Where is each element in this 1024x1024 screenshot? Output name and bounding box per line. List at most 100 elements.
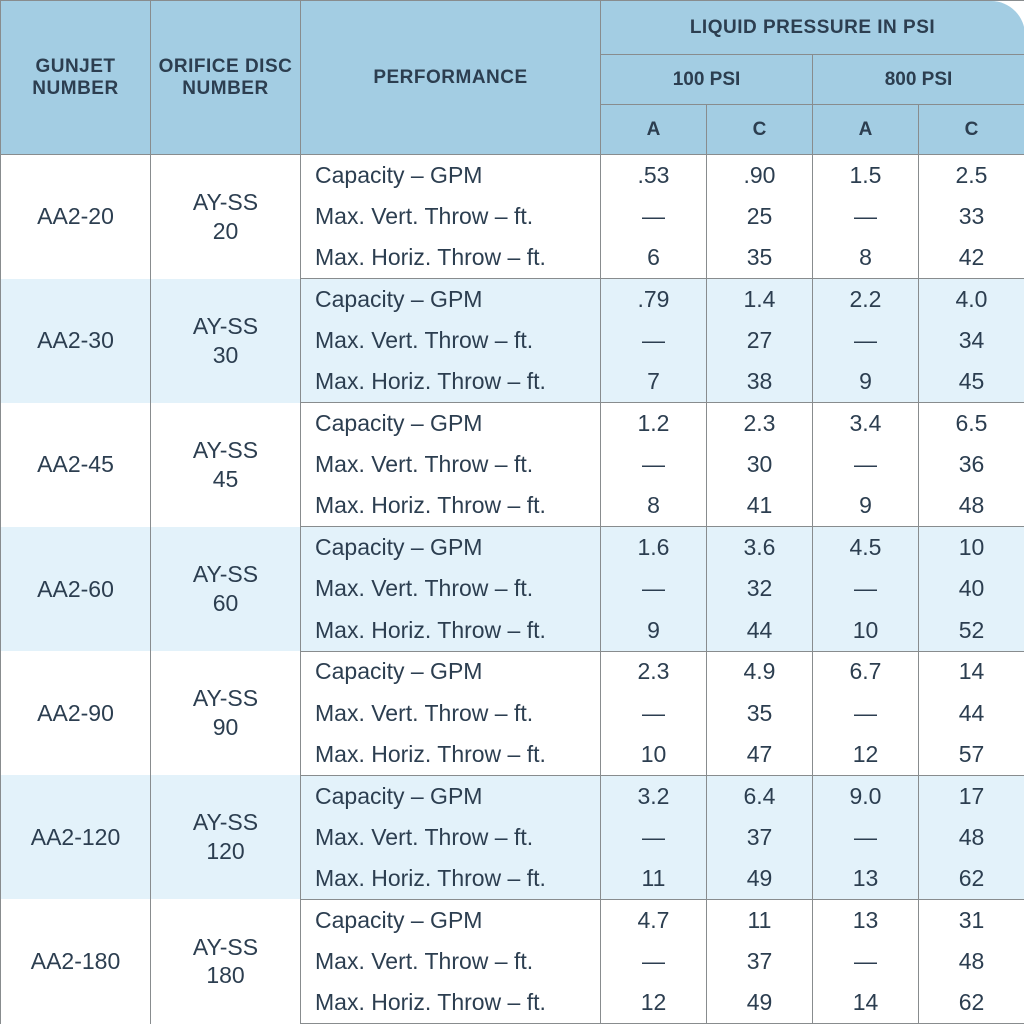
value-cell: 1.2 — [601, 403, 707, 444]
value-cell: 8 — [601, 486, 707, 527]
table-header: GUNJET NUMBER ORIFICE DISC NUMBER PERFOR… — [1, 1, 1024, 155]
value-cell: 11 — [707, 899, 813, 940]
value-cell: 37 — [707, 817, 813, 858]
orifice-cell: AY-SS20 — [151, 155, 301, 279]
value-cell: 49 — [707, 982, 813, 1024]
value-cell: — — [601, 444, 707, 485]
performance-cell: Max. Vert. Throw – ft. — [301, 320, 601, 361]
value-cell: 6.4 — [707, 775, 813, 816]
value-cell: — — [813, 568, 919, 609]
value-cell: 10 — [919, 527, 1024, 568]
table-row: AA2-180AY-SS180Capacity – GPM4.7111331 — [1, 899, 1024, 940]
value-cell: 3.4 — [813, 403, 919, 444]
performance-cell: Max. Horiz. Throw – ft. — [301, 734, 601, 775]
value-cell: 44 — [919, 692, 1024, 733]
value-cell: 17 — [919, 775, 1024, 816]
value-cell: 10 — [601, 734, 707, 775]
performance-cell: Capacity – GPM — [301, 403, 601, 444]
orifice-cell: AY-SS45 — [151, 403, 301, 527]
value-cell: 4.5 — [813, 527, 919, 568]
value-cell: 45 — [919, 361, 1024, 402]
value-cell: 3.2 — [601, 775, 707, 816]
orifice-cell: AY-SS120 — [151, 775, 301, 899]
table-row: AA2-90AY-SS90Capacity – GPM2.34.96.714 — [1, 651, 1024, 692]
value-cell: — — [813, 444, 919, 485]
value-cell: 12 — [601, 982, 707, 1024]
value-cell: 33 — [919, 196, 1024, 237]
value-cell: 2.2 — [813, 279, 919, 320]
value-cell: 57 — [919, 734, 1024, 775]
value-cell: 2.3 — [707, 403, 813, 444]
value-cell: 1.5 — [813, 155, 919, 196]
performance-cell: Max. Horiz. Throw – ft. — [301, 237, 601, 278]
performance-cell: Max. Vert. Throw – ft. — [301, 196, 601, 237]
value-cell: 3.6 — [707, 527, 813, 568]
gunjet-cell: AA2-90 — [1, 651, 151, 775]
value-cell: — — [813, 692, 919, 733]
performance-cell: Max. Vert. Throw – ft. — [301, 941, 601, 982]
performance-table: GUNJET NUMBER ORIFICE DISC NUMBER PERFOR… — [0, 0, 1024, 1024]
performance-cell: Max. Vert. Throw – ft. — [301, 444, 601, 485]
orifice-cell: AY-SS30 — [151, 279, 301, 403]
gunjet-cell: AA2-120 — [1, 775, 151, 899]
value-cell: 35 — [707, 237, 813, 278]
performance-cell: Max. Vert. Throw – ft. — [301, 568, 601, 609]
value-cell: 8 — [813, 237, 919, 278]
value-cell: 4.0 — [919, 279, 1024, 320]
value-cell: 10 — [813, 610, 919, 651]
value-cell: 6 — [601, 237, 707, 278]
gunjet-cell: AA2-30 — [1, 279, 151, 403]
table-row: AA2-30AY-SS30Capacity – GPM.791.42.24.0 — [1, 279, 1024, 320]
performance-cell: Max. Horiz. Throw – ft. — [301, 858, 601, 899]
value-cell: 27 — [707, 320, 813, 361]
performance-cell: Max. Vert. Throw – ft. — [301, 817, 601, 858]
performance-cell: Max. Horiz. Throw – ft. — [301, 361, 601, 402]
value-cell: 4.7 — [601, 899, 707, 940]
value-cell: 36 — [919, 444, 1024, 485]
performance-cell: Max. Horiz. Throw – ft. — [301, 982, 601, 1024]
value-cell: 47 — [707, 734, 813, 775]
value-cell: 14 — [919, 651, 1024, 692]
table-row: AA2-20AY-SS20Capacity – GPM.53.901.52.5 — [1, 155, 1024, 196]
header-100-c: C — [707, 105, 813, 155]
table-row: AA2-120AY-SS120Capacity – GPM3.26.49.017 — [1, 775, 1024, 816]
value-cell: 6.7 — [813, 651, 919, 692]
orifice-cell: AY-SS60 — [151, 527, 301, 651]
value-cell: 38 — [707, 361, 813, 402]
value-cell: 48 — [919, 486, 1024, 527]
value-cell: 11 — [601, 858, 707, 899]
value-cell: 25 — [707, 196, 813, 237]
header-800-a: A — [813, 105, 919, 155]
performance-cell: Capacity – GPM — [301, 527, 601, 568]
value-cell: 48 — [919, 941, 1024, 982]
table-container: GUNJET NUMBER ORIFICE DISC NUMBER PERFOR… — [0, 0, 1024, 1024]
performance-cell: Max. Horiz. Throw – ft. — [301, 610, 601, 651]
value-cell: 9.0 — [813, 775, 919, 816]
value-cell: 6.5 — [919, 403, 1024, 444]
value-cell: — — [601, 941, 707, 982]
orifice-cell: AY-SS90 — [151, 651, 301, 775]
value-cell: — — [813, 320, 919, 361]
value-cell: 44 — [707, 610, 813, 651]
value-cell: 37 — [707, 941, 813, 982]
value-cell: 31 — [919, 899, 1024, 940]
gunjet-cell: AA2-45 — [1, 403, 151, 527]
header-orifice: ORIFICE DISC NUMBER — [151, 1, 301, 155]
value-cell: .53 — [601, 155, 707, 196]
orifice-cell: AY-SS180 — [151, 899, 301, 1023]
value-cell: 34 — [919, 320, 1024, 361]
value-cell: — — [601, 817, 707, 858]
header-performance: PERFORMANCE — [301, 1, 601, 155]
value-cell: .90 — [707, 155, 813, 196]
value-cell: — — [601, 320, 707, 361]
header-gunjet: GUNJET NUMBER — [1, 1, 151, 155]
value-cell: 1.6 — [601, 527, 707, 568]
value-cell: 13 — [813, 899, 919, 940]
value-cell: 62 — [919, 982, 1024, 1024]
value-cell: — — [813, 196, 919, 237]
performance-cell: Max. Vert. Throw – ft. — [301, 692, 601, 733]
value-cell: 12 — [813, 734, 919, 775]
value-cell: 2.3 — [601, 651, 707, 692]
gunjet-cell: AA2-60 — [1, 527, 151, 651]
value-cell: — — [601, 568, 707, 609]
